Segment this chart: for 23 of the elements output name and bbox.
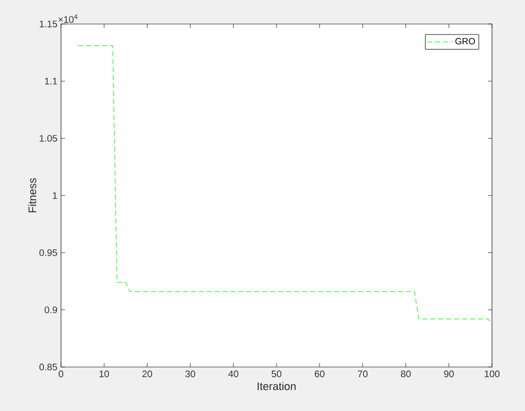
y-tick-label: 1.1 <box>45 78 58 84</box>
x-tick-label: 10 <box>100 370 109 378</box>
x-tick-label: 100 <box>484 370 500 378</box>
y-tick-label: 0.9 <box>44 306 58 314</box>
x-tick-label: 90 <box>444 370 454 378</box>
y-tick-label: 1.05 <box>40 134 58 142</box>
y-axis-title: Fitness <box>28 178 36 212</box>
x-tick-label: 0 <box>58 370 64 378</box>
x-tick-label: 80 <box>400 370 411 378</box>
x-tick-label: 30 <box>185 370 196 378</box>
text: ×10$^{4}$ <box>58 14 78 23</box>
y-tick-label: 0.95 <box>39 249 58 256</box>
x-tick-label: 60 <box>314 370 324 378</box>
y-tick-label: 1.15 <box>40 20 58 28</box>
y-tick-label: 1 <box>52 192 58 199</box>
x-tick-label: 40 <box>228 370 238 378</box>
x-tick-label: 20 <box>142 370 152 378</box>
x-axis-title: Iteration <box>258 382 296 390</box>
x-tick-label: 70 <box>358 370 368 378</box>
y-tick-label: 0.85 <box>39 364 58 370</box>
x-tick-label: 50 <box>272 370 282 378</box>
legend-label: GRO <box>455 38 475 44</box>
line-series <box>78 45 492 323</box>
